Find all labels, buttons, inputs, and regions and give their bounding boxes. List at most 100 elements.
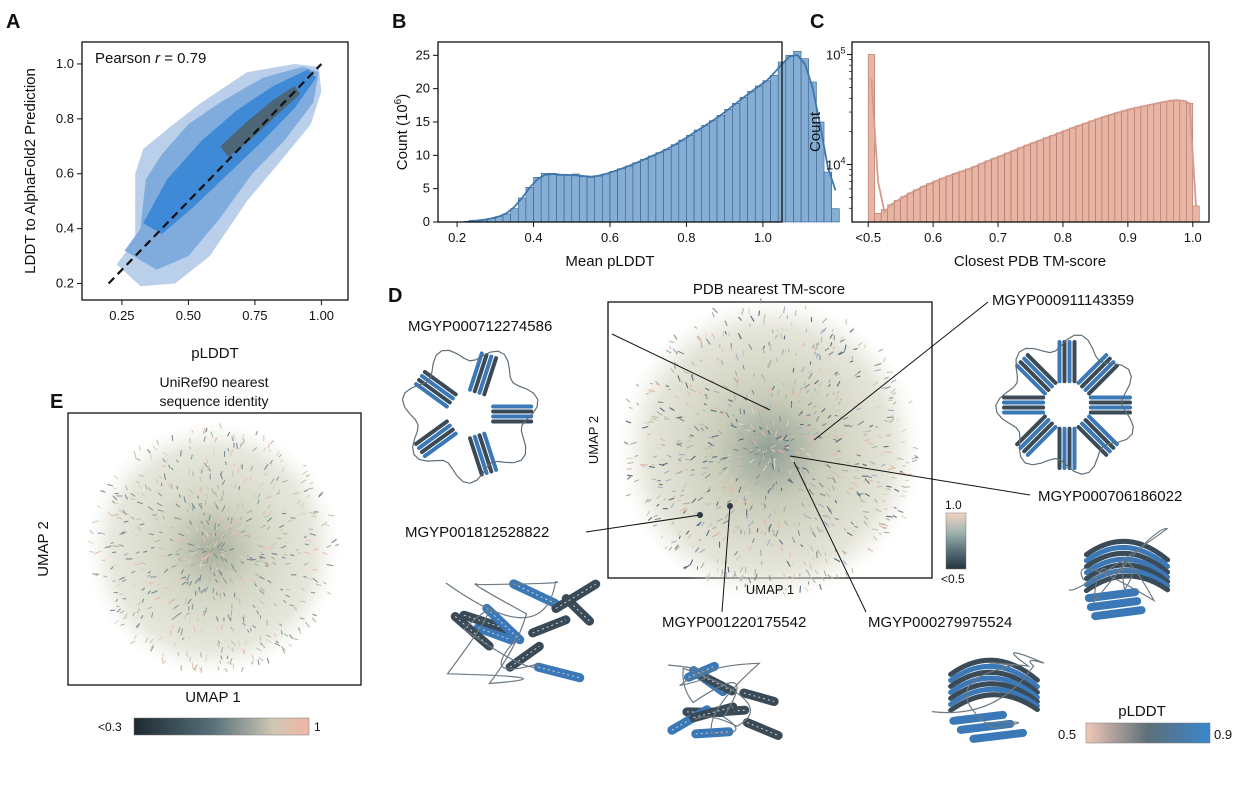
umap-point — [191, 662, 194, 669]
umap-point — [214, 491, 218, 497]
umap-point — [745, 516, 749, 519]
umap-point — [219, 660, 222, 664]
umap-point — [741, 308, 744, 315]
umap-point — [873, 535, 878, 541]
umap-point — [635, 383, 640, 387]
umap-point — [718, 424, 723, 426]
umap-point — [222, 577, 227, 584]
umap-point — [150, 453, 152, 461]
umap-point — [280, 458, 283, 463]
umap-point — [888, 467, 894, 471]
umap-point — [864, 438, 870, 442]
umap-point — [208, 514, 211, 521]
umap-point — [770, 455, 774, 462]
umap-point — [683, 509, 688, 512]
umap-point — [141, 598, 145, 603]
umap-point — [686, 427, 691, 430]
umap-point — [806, 472, 809, 476]
umap-point — [683, 565, 687, 569]
umap-point — [882, 493, 889, 496]
umap-point — [242, 478, 248, 484]
histogram-bar — [793, 51, 802, 223]
umap-point — [856, 402, 861, 405]
umap-point — [220, 471, 223, 475]
plddt-colorbar-label: pLDDT — [1118, 703, 1166, 720]
umap-point — [279, 623, 283, 627]
umap-point — [805, 452, 812, 458]
umap-point — [764, 503, 766, 509]
umap-point — [691, 544, 695, 549]
umap-point — [116, 608, 121, 613]
umap-point — [260, 524, 266, 529]
umap-point — [119, 532, 125, 535]
umap-point — [867, 441, 874, 446]
umap-point — [880, 451, 886, 455]
panel-d-ylabel: UMAP 2 — [586, 416, 601, 464]
umap-point — [164, 510, 169, 512]
umap-point — [802, 342, 806, 347]
umap-point — [885, 386, 891, 389]
umap-point — [763, 355, 767, 362]
umap-point — [138, 484, 143, 490]
umap-point — [187, 494, 192, 498]
umap-point — [280, 588, 284, 591]
umap-point — [856, 407, 862, 411]
umap-point — [712, 533, 718, 538]
umap-point — [793, 417, 798, 420]
panel-e-colorbar-high: 1 — [314, 720, 321, 734]
umap-point — [206, 486, 210, 491]
umap-point — [240, 561, 245, 564]
umap-point — [706, 577, 710, 583]
umap-point — [892, 515, 897, 518]
umap-point — [734, 393, 736, 401]
umap-point — [832, 471, 839, 476]
panel-b-xlabel: Mean pLDDT — [565, 253, 654, 270]
histogram-bar — [1101, 116, 1109, 223]
umap-point — [767, 488, 771, 494]
histogram-bar — [624, 165, 634, 223]
umap-point — [730, 477, 734, 483]
umap-point — [886, 515, 894, 518]
beta-strand — [422, 431, 458, 459]
umap-point — [278, 529, 283, 533]
umap-point — [677, 375, 681, 382]
umap-point — [679, 388, 683, 392]
umap-point — [664, 416, 667, 419]
umap-point — [864, 478, 870, 484]
panel-a-density — [116, 64, 322, 287]
umap-point — [816, 353, 820, 357]
umap-point — [718, 496, 721, 500]
umap-point — [158, 636, 163, 640]
umap-point — [258, 482, 265, 488]
histogram-bar — [762, 80, 771, 223]
umap-point — [703, 447, 709, 450]
umap-point — [311, 514, 317, 517]
beta-strand — [414, 419, 449, 446]
umap-point — [874, 369, 881, 372]
umap-point — [852, 529, 856, 533]
umap-point — [690, 455, 696, 461]
umap-point — [659, 483, 663, 486]
umap-point — [122, 509, 127, 516]
umap-point — [722, 481, 729, 485]
umap-point — [626, 474, 633, 477]
umap-point — [271, 556, 276, 560]
umap-point — [283, 553, 288, 556]
umap-point — [790, 435, 797, 438]
umap-point — [236, 526, 243, 531]
umap-point — [863, 344, 867, 349]
helix-highlight — [698, 673, 732, 692]
umap-point — [246, 629, 250, 633]
umap-point — [179, 577, 182, 581]
umap-point — [132, 612, 136, 617]
umap-point — [911, 457, 918, 460]
umap-point — [250, 464, 253, 469]
umap-point — [242, 440, 246, 445]
umap-point — [735, 455, 741, 460]
umap-point — [722, 535, 727, 541]
umap-point — [200, 556, 207, 561]
umap-point — [220, 556, 225, 562]
umap-point — [641, 463, 649, 466]
umap-point — [148, 533, 155, 536]
umap-point — [123, 530, 128, 534]
